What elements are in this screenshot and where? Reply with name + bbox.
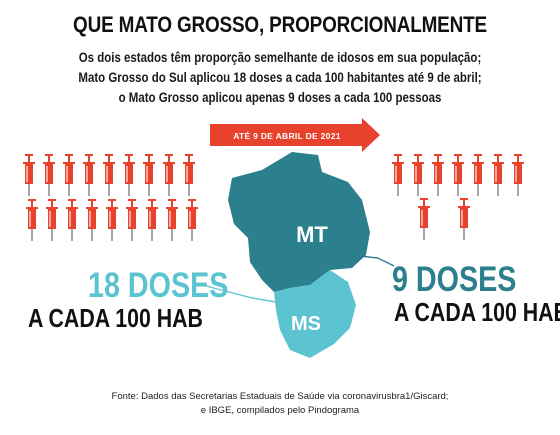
mt-connector-dot <box>357 253 363 259</box>
mt-syringe-group <box>392 154 524 240</box>
syringe-icon <box>452 154 464 196</box>
ms-map-label: MS <box>291 313 321 335</box>
syringe-icon <box>492 154 504 196</box>
ms-connector-line <box>205 285 283 304</box>
page-title: QUE MATO GROSSO, PROPORCIONALMENTE <box>73 12 487 37</box>
syringe-icon <box>46 199 58 241</box>
syringe-icon <box>183 154 195 196</box>
syringe-icon <box>63 154 75 196</box>
mt-connector-line <box>359 255 395 267</box>
syringe-icon <box>146 199 158 241</box>
syringe-icon <box>418 198 430 240</box>
syringe-icon <box>43 154 55 196</box>
syringe-icon <box>432 154 444 196</box>
ms-doses-value: 18 DOSES <box>88 266 229 305</box>
syringe-icon <box>166 199 178 241</box>
syringe-icon <box>392 154 404 196</box>
syringe-icon <box>83 154 95 196</box>
syringe-icon <box>472 154 484 196</box>
syringe-icon <box>512 154 524 196</box>
ms-connector-dot <box>279 300 285 306</box>
syringe-icon <box>66 199 78 241</box>
syringe-icon <box>23 154 35 196</box>
mato-grosso-map <box>228 152 370 292</box>
syringe-icon <box>126 199 138 241</box>
syringe-icon <box>163 154 175 196</box>
source-line-2: e IBGE, compilados pelo Pindograma <box>200 405 360 416</box>
ms-doses-unit: A CADA 100 HAB <box>28 303 203 333</box>
syringe-icon <box>106 199 118 241</box>
syringe-icon <box>86 199 98 241</box>
syringe-icon <box>143 154 155 196</box>
syringe-icon <box>26 199 38 241</box>
ms-syringe-group <box>23 154 198 241</box>
source-line-1: Fonte: Dados das Secretarias Estaduais d… <box>111 391 449 402</box>
date-arrow-label: ATÉ 9 DE ABRIL DE 2021 <box>233 131 341 141</box>
subtitle-line-3: o Mato Grosso aplicou apenas 9 doses a c… <box>118 89 442 105</box>
subtitle-line-1: Os dois estados têm proporção semelhante… <box>78 49 482 65</box>
date-arrow <box>210 118 380 152</box>
mt-map-label: MT <box>296 222 328 247</box>
mt-doses-unit: A CADA 100 HAB <box>394 297 560 327</box>
mato-grosso-do-sul-map <box>274 270 356 358</box>
syringe-icon <box>123 154 135 196</box>
syringe-icon <box>103 154 115 196</box>
subtitle-line-2: Mato Grosso do Sul aplicou 18 doses a ca… <box>78 69 482 85</box>
syringe-icon <box>186 199 198 241</box>
mt-doses-value: 9 DOSES <box>392 260 517 299</box>
syringe-icon <box>458 198 470 240</box>
syringe-icon <box>412 154 424 196</box>
